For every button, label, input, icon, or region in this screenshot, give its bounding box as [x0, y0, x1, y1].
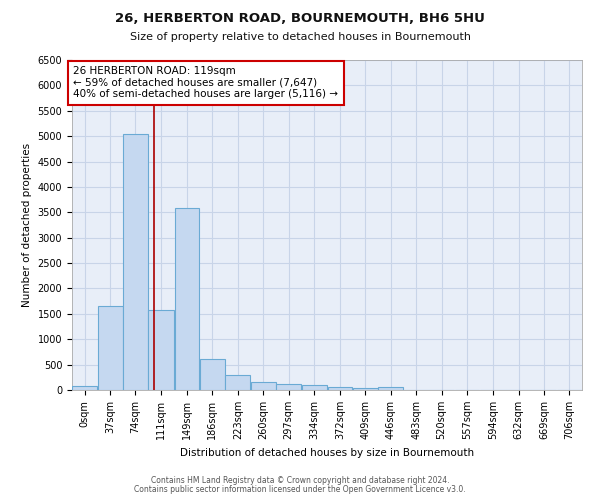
Bar [251, 382, 275, 390]
Text: 26, HERBERTON ROAD, BOURNEMOUTH, BH6 5HU: 26, HERBERTON ROAD, BOURNEMOUTH, BH6 5HU [115, 12, 485, 26]
Bar [175, 208, 199, 390]
Text: Contains HM Land Registry data © Crown copyright and database right 2024.: Contains HM Land Registry data © Crown c… [151, 476, 449, 485]
Bar [98, 306, 122, 390]
Bar [200, 359, 225, 390]
Bar [123, 134, 148, 390]
Bar [148, 310, 174, 390]
Y-axis label: Number of detached properties: Number of detached properties [22, 143, 32, 307]
Text: Contains public sector information licensed under the Open Government Licence v3: Contains public sector information licen… [134, 485, 466, 494]
Bar [353, 388, 378, 390]
Bar [328, 387, 352, 390]
Text: 26 HERBERTON ROAD: 119sqm
← 59% of detached houses are smaller (7,647)
40% of se: 26 HERBERTON ROAD: 119sqm ← 59% of detac… [73, 66, 338, 100]
Bar [226, 375, 250, 390]
X-axis label: Distribution of detached houses by size in Bournemouth: Distribution of detached houses by size … [180, 448, 474, 458]
Text: Size of property relative to detached houses in Bournemouth: Size of property relative to detached ho… [130, 32, 470, 42]
Bar [379, 387, 403, 390]
Bar [276, 384, 301, 390]
Bar [302, 385, 327, 390]
Bar [72, 386, 97, 390]
